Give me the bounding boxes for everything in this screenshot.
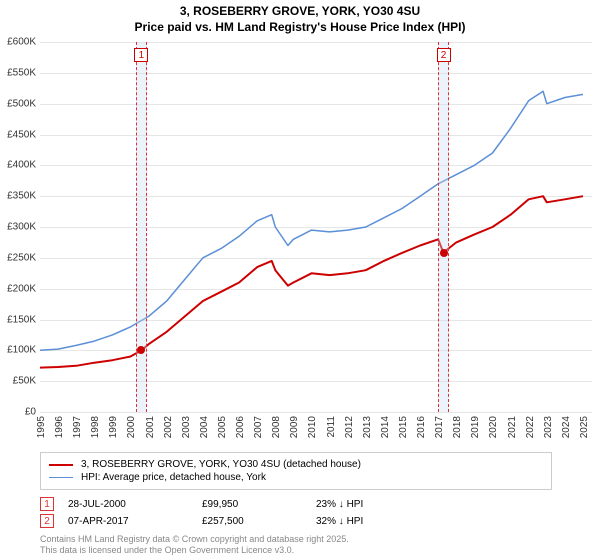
ytick-label: £500K [7, 98, 36, 109]
xtick-label: 2013 [362, 416, 373, 438]
gridline [40, 412, 592, 413]
ytick-label: £0 [25, 407, 36, 418]
xtick-label: 2005 [217, 416, 228, 438]
line-plot [40, 42, 592, 412]
ytick-label: £300K [7, 222, 36, 233]
xtick-label: 2018 [452, 416, 463, 438]
legend-item-property: 3, ROSEBERRY GROVE, YORK, YO30 4SU (deta… [49, 459, 543, 470]
xtick-label: 2011 [326, 416, 337, 438]
event-badge: 1 [134, 48, 148, 62]
legend-label-hpi: HPI: Average price, detached house, York [81, 472, 266, 483]
event-date-2: 07-APR-2017 [68, 516, 188, 527]
legend-label-property: 3, ROSEBERRY GROVE, YORK, YO30 4SU (deta… [81, 459, 361, 470]
xtick-label: 1999 [108, 416, 119, 438]
ytick-label: £600K [7, 37, 36, 48]
title-address: 3, ROSEBERRY GROVE, YORK, YO30 4SU [0, 4, 600, 20]
ytick-label: £350K [7, 191, 36, 202]
sale-marker [440, 249, 448, 257]
chart: £0£50K£100K£150K£200K£250K£300K£350K£400… [40, 42, 592, 412]
xtick-label: 1996 [54, 416, 65, 438]
xtick-label: 2010 [307, 416, 318, 438]
ytick-label: £450K [7, 129, 36, 140]
event-row-1: 1 28-JUL-2000 £99,950 23% ↓ HPI [40, 497, 552, 511]
ytick-label: £200K [7, 283, 36, 294]
xtick-label: 2015 [398, 416, 409, 438]
xtick-label: 2007 [253, 416, 264, 438]
xtick-label: 2022 [525, 416, 536, 438]
xtick-label: 2003 [181, 416, 192, 438]
xtick-label: 2012 [344, 416, 355, 438]
xtick-label: 2008 [271, 416, 282, 438]
xtick-label: 2024 [561, 416, 572, 438]
xtick-label: 2000 [126, 416, 137, 438]
event-delta-2: 32% ↓ HPI [316, 516, 436, 527]
xtick-label: 2020 [488, 416, 499, 438]
page: 3, ROSEBERRY GROVE, YORK, YO30 4SU Price… [0, 0, 600, 560]
attribution: Contains HM Land Registry data © Crown c… [40, 534, 560, 556]
xtick-label: 1997 [72, 416, 83, 438]
ytick-label: £250K [7, 252, 36, 263]
event-row-2: 2 07-APR-2017 £257,500 32% ↓ HPI [40, 514, 552, 528]
xtick-label: 2006 [235, 416, 246, 438]
xtick-label: 2017 [434, 416, 445, 438]
event-date-1: 28-JUL-2000 [68, 499, 188, 510]
legend-item-hpi: HPI: Average price, detached house, York [49, 472, 543, 483]
event-badge: 2 [437, 48, 451, 62]
title-subtitle: Price paid vs. HM Land Registry's House … [0, 20, 600, 36]
event-badge-1: 1 [40, 497, 54, 511]
xtick-label: 2023 [543, 416, 554, 438]
xtick-label: 2004 [199, 416, 210, 438]
ytick-label: £50K [13, 376, 36, 387]
ytick-label: £550K [7, 67, 36, 78]
xtick-label: 2009 [289, 416, 300, 438]
event-badge-2: 2 [40, 514, 54, 528]
xtick-label: 2001 [145, 416, 156, 438]
sale-marker [137, 346, 145, 354]
ytick-label: £150K [7, 314, 36, 325]
title-block: 3, ROSEBERRY GROVE, YORK, YO30 4SU Price… [0, 0, 600, 35]
event-price-1: £99,950 [202, 499, 302, 510]
event-band [136, 42, 147, 412]
xtick-label: 2002 [163, 416, 174, 438]
legend: 3, ROSEBERRY GROVE, YORK, YO30 4SU (deta… [40, 452, 552, 490]
legend-swatch-hpi [49, 477, 73, 478]
xtick-label: 2021 [507, 416, 518, 438]
xtick-label: 2025 [579, 416, 590, 438]
xtick-label: 1995 [36, 416, 47, 438]
legend-swatch-property [49, 464, 73, 466]
events-table: 1 28-JUL-2000 £99,950 23% ↓ HPI 2 07-APR… [40, 494, 552, 531]
xtick-label: 1998 [90, 416, 101, 438]
event-delta-1: 23% ↓ HPI [316, 499, 436, 510]
xtick-label: 2016 [416, 416, 427, 438]
xtick-label: 2014 [380, 416, 391, 438]
xtick-label: 2019 [470, 416, 481, 438]
ytick-label: £100K [7, 345, 36, 356]
event-price-2: £257,500 [202, 516, 302, 527]
event-band [438, 42, 449, 412]
ytick-label: £400K [7, 160, 36, 171]
attribution-line1: Contains HM Land Registry data © Crown c… [40, 534, 560, 545]
attribution-line2: This data is licensed under the Open Gov… [40, 545, 560, 556]
series-line-property [40, 196, 583, 367]
